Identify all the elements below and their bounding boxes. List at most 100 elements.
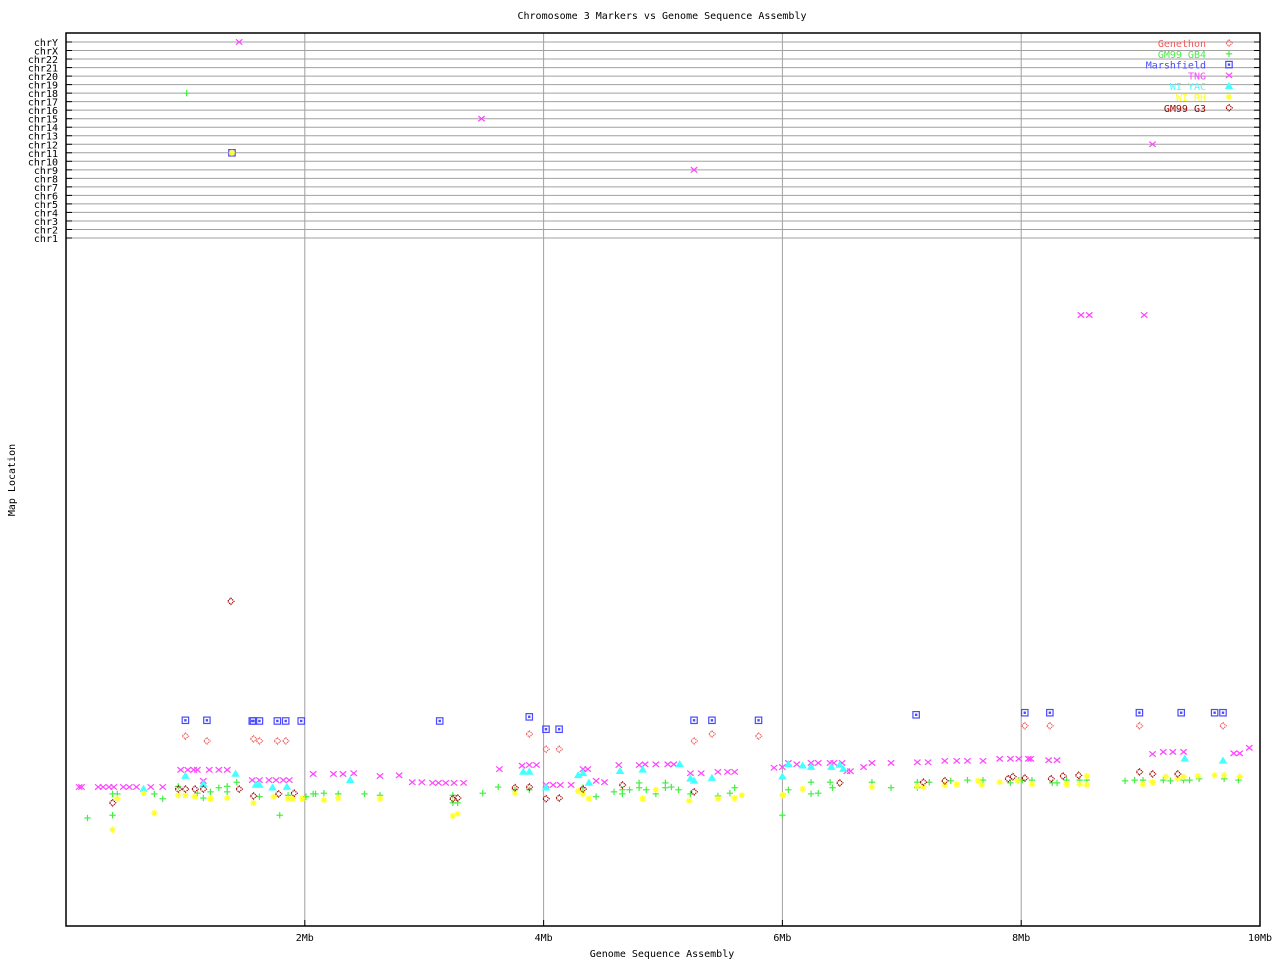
- data-point: [255, 736, 264, 745]
- data-point: [495, 765, 504, 773]
- data-point: [1218, 721, 1228, 730]
- y-tick-label: chr11: [28, 149, 58, 160]
- data-point: [248, 776, 256, 784]
- data-point: [635, 784, 643, 791]
- data-point: [638, 765, 647, 773]
- data-point: [941, 781, 948, 789]
- legend-label: TNG: [1188, 71, 1206, 82]
- data-point: [541, 745, 551, 754]
- data-point: [686, 774, 695, 782]
- data-point: [272, 776, 280, 784]
- data-point: [159, 783, 167, 791]
- data-point: [418, 779, 426, 786]
- legend-label: GM99 GB4: [1158, 50, 1206, 61]
- data-point: [84, 814, 91, 822]
- data-point: [785, 786, 792, 793]
- data-point: [708, 716, 716, 725]
- data-point: [600, 779, 609, 786]
- data-point: [1236, 750, 1244, 757]
- data-point: [912, 710, 920, 719]
- y-tick-label: chr17: [28, 98, 58, 109]
- data-point: [151, 809, 158, 817]
- data-point: [826, 779, 834, 786]
- data-point: [1006, 755, 1015, 762]
- data-point: [707, 773, 717, 781]
- legend-label: Genethon: [1158, 39, 1206, 50]
- data-point: [635, 761, 643, 769]
- data-point: [175, 792, 182, 799]
- data-point: [1020, 721, 1029, 730]
- data-point: [770, 764, 778, 771]
- data-point: [924, 759, 932, 766]
- data-point: [578, 768, 588, 777]
- data-point: [281, 736, 290, 745]
- data-point: [1121, 777, 1129, 785]
- data-point: [754, 716, 763, 725]
- y-tick-label: chr3: [34, 217, 58, 228]
- data-point: [460, 779, 468, 787]
- data-point: [584, 778, 594, 786]
- data-point: [532, 761, 541, 769]
- legend-marker: [1225, 93, 1233, 101]
- data-point: [1131, 776, 1138, 784]
- data-point: [1180, 773, 1187, 780]
- data-point: [320, 796, 328, 804]
- data-point: [979, 776, 987, 784]
- data-point: [1148, 750, 1157, 758]
- data-point: [1047, 774, 1056, 783]
- data-point: [110, 783, 118, 791]
- y-tick-label: chr4: [34, 208, 58, 219]
- data-point: [555, 745, 564, 754]
- legend-marker: [1224, 81, 1234, 90]
- data-point: [1218, 756, 1228, 764]
- data-point: [575, 787, 582, 795]
- data-point: [555, 725, 563, 734]
- data-point: [268, 783, 277, 791]
- data-point: [434, 779, 443, 787]
- data-point: [1160, 776, 1167, 784]
- data-point: [256, 793, 263, 800]
- data-point: [1020, 774, 1029, 783]
- legend-marker: [1225, 72, 1233, 79]
- data-point: [689, 736, 699, 745]
- data-point: [835, 778, 844, 787]
- data-point: [697, 770, 705, 777]
- data-point: [181, 732, 190, 741]
- data-point: [525, 767, 534, 775]
- data-point: [784, 759, 793, 768]
- data-point: [1169, 748, 1177, 756]
- data-point: [690, 716, 698, 725]
- data-point: [1149, 779, 1156, 786]
- data-point: [807, 779, 815, 786]
- data-point: [495, 783, 502, 791]
- data-point: [953, 757, 961, 765]
- data-point: [1045, 757, 1053, 764]
- data-point: [723, 768, 732, 776]
- data-point: [184, 766, 192, 773]
- data-point: [779, 812, 786, 819]
- series-marshfield: [181, 148, 1227, 734]
- data-point: [282, 782, 292, 790]
- data-point: [807, 790, 815, 798]
- data-point: [1008, 772, 1017, 781]
- x-tick-label: 2Mb: [296, 933, 314, 944]
- data-point: [207, 788, 214, 796]
- data-point: [205, 766, 213, 773]
- data-point: [780, 792, 787, 799]
- data-point: [231, 769, 240, 777]
- data-point: [964, 776, 971, 784]
- data-point: [177, 766, 185, 773]
- y-axis-label: Map Location: [7, 444, 18, 516]
- data-point: [814, 759, 822, 767]
- data-point: [1245, 744, 1253, 751]
- data-point: [223, 783, 231, 790]
- data-point: [215, 784, 223, 791]
- data-point: [1053, 757, 1061, 764]
- data-point: [1007, 779, 1014, 787]
- y-tick-label: chr20: [28, 72, 58, 83]
- data-point: [1159, 748, 1167, 756]
- data-point: [615, 761, 623, 769]
- data-point: [1076, 781, 1083, 788]
- data-point: [408, 779, 416, 786]
- data-point: [147, 783, 155, 791]
